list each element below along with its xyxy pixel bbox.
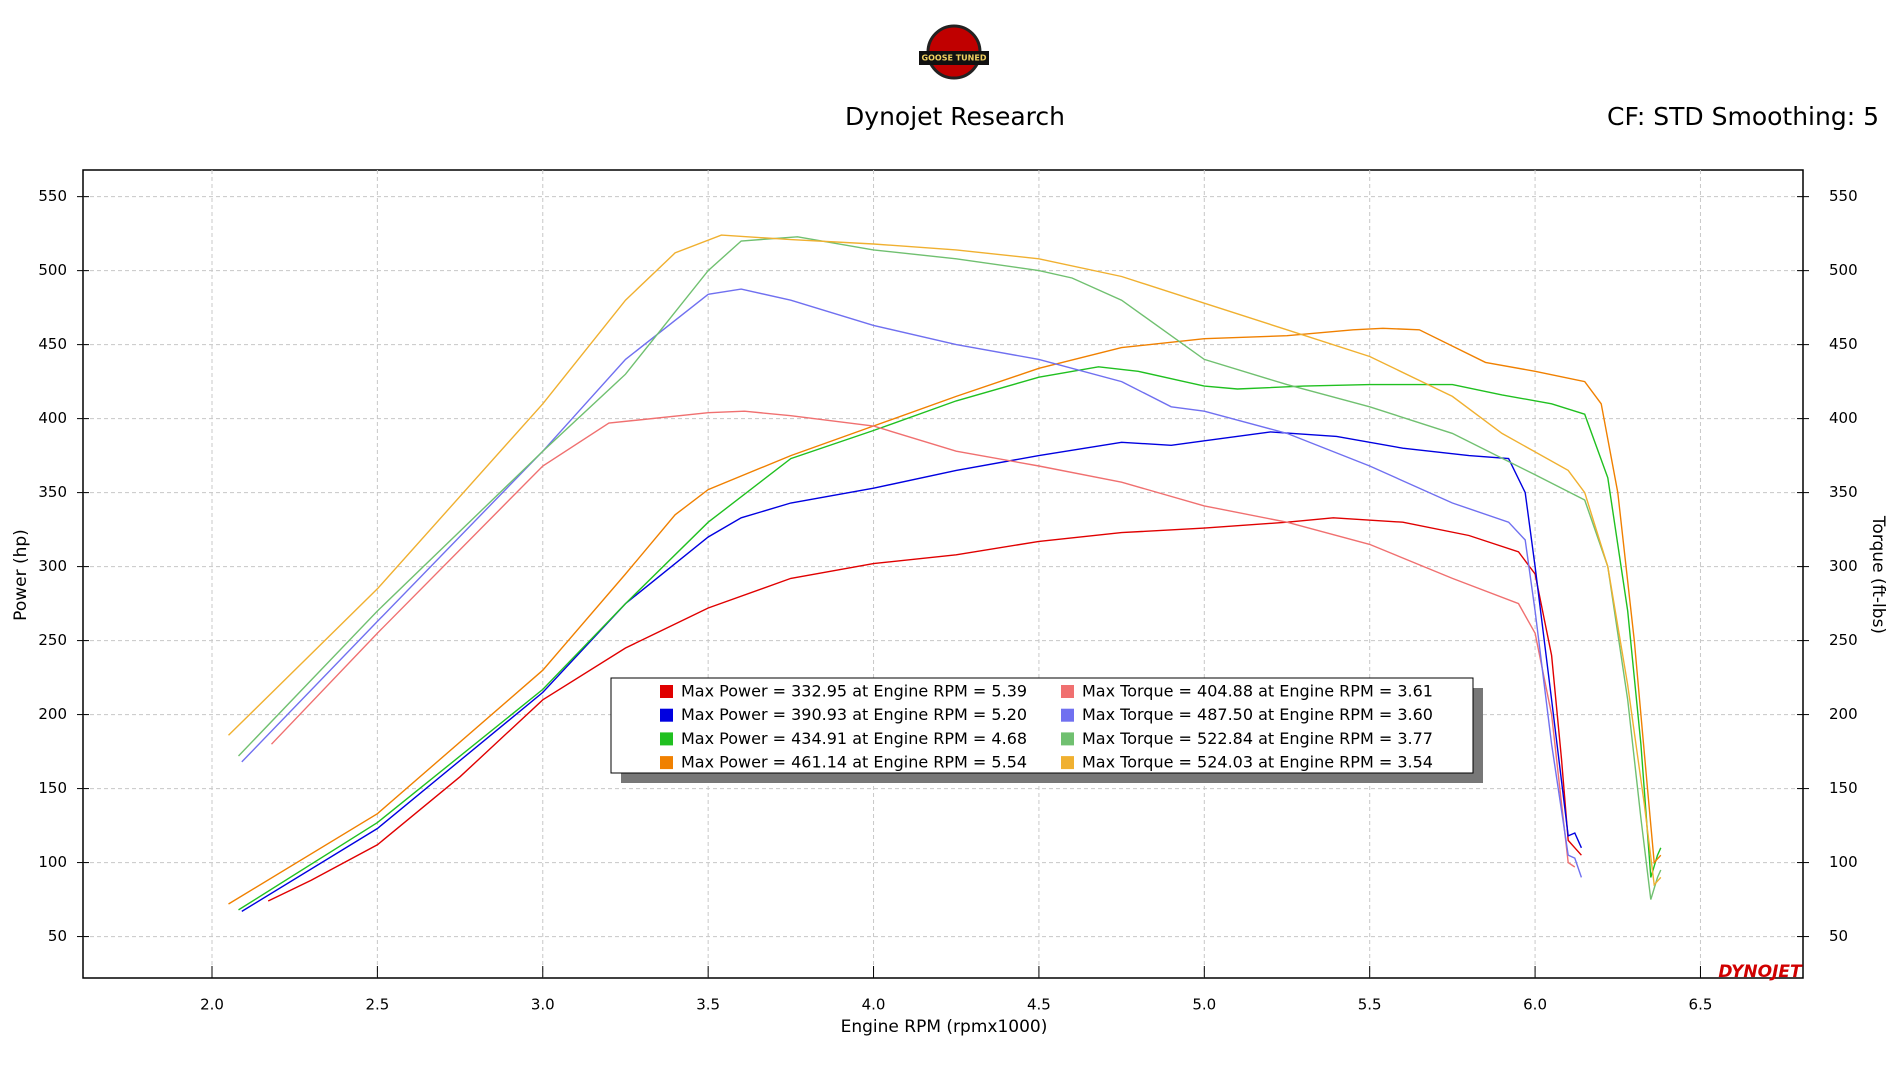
series-line <box>228 234 1662 887</box>
chart-title: Dynojet Research <box>845 102 1065 131</box>
y2-axis-label: Torque (ft-lbs) <box>1868 515 1888 634</box>
legend-label: Max Torque = 524.03 at Engine RPM = 3.54 <box>1082 753 1433 772</box>
legend-label: Max Power = 434.91 at Engine RPM = 4.68 <box>681 729 1027 748</box>
legend-label: Max Power = 461.14 at Engine RPM = 5.54 <box>681 753 1027 772</box>
legend-label: Max Power = 390.93 at Engine RPM = 5.20 <box>681 705 1027 724</box>
y2-tick-label: 400 <box>1829 409 1858 427</box>
y-tick-label: 450 <box>38 335 67 353</box>
y-tick-label: 550 <box>38 187 67 205</box>
y2-tick-label: 300 <box>1829 557 1858 575</box>
legend-swatch <box>660 756 673 770</box>
x-tick-label: 3.0 <box>531 996 555 1014</box>
legend-swatch <box>660 708 673 722</box>
y2-tick-label: 100 <box>1829 853 1858 871</box>
x-tick-label: 3.5 <box>696 996 720 1014</box>
y2-tick-label: 550 <box>1829 187 1858 205</box>
y2-tick-label: 250 <box>1829 631 1858 649</box>
legend-swatch <box>660 732 673 746</box>
lines <box>228 234 1662 912</box>
series-line <box>270 410 1576 868</box>
series-line <box>238 366 1662 911</box>
x-tick-label: 2.0 <box>200 996 224 1014</box>
grid: 2.0 2.5 3.0 3.5 4.0 4.5 5.0 5.5 6.0 6.5 50 100 150 20… <box>38 170 1858 1014</box>
legend-swatch <box>660 685 673 698</box>
chart-subtitle: CF: STD Smoothing: 5 <box>1607 102 1879 131</box>
legend <box>610 677 1474 774</box>
legend-entries: Max Power = 332.95 at Engine RPM = 5.39 M… <box>660 682 1433 772</box>
brand: DYNOJET <box>1718 962 1803 982</box>
legend-swatch <box>1061 732 1074 746</box>
legend-swatch <box>1061 685 1074 698</box>
y2-tick-label: 450 <box>1829 335 1858 353</box>
x-tick-label: 4.5 <box>1027 996 1051 1014</box>
y-axis-label: Power (hp) <box>11 529 31 621</box>
y-tick-label: 300 <box>38 557 67 575</box>
series-line <box>241 288 1583 878</box>
logo-band <box>919 51 989 65</box>
y2-tick-label: 350 <box>1829 483 1858 501</box>
series-line <box>267 517 1582 902</box>
series-line <box>237 236 1662 900</box>
y-tick-label: 400 <box>38 409 67 427</box>
logo-text: GOOSE TUNED <box>922 54 987 63</box>
y2-tick-label: 500 <box>1829 261 1858 279</box>
y-tick-label: 150 <box>38 779 67 797</box>
plot-area <box>82 169 1804 979</box>
x-tick-label: 6.5 <box>1689 996 1713 1014</box>
legend-swatch <box>1061 708 1074 722</box>
legend-label: Max Torque = 404.88 at Engine RPM = 3.61 <box>1082 682 1433 701</box>
y2-tick-label: 50 <box>1829 927 1848 945</box>
legend-label: Max Power = 332.95 at Engine RPM = 5.39 <box>681 682 1027 701</box>
series-line <box>228 327 1662 905</box>
x-tick-label: 5.5 <box>1358 996 1382 1014</box>
y-tick-label: 250 <box>38 631 67 649</box>
y-tick-label: 200 <box>38 705 67 723</box>
legend-label: Max Torque = 522.84 at Engine RPM = 3.77 <box>1082 729 1433 748</box>
x-axis-label: Engine RPM (rpmx1000) <box>841 1017 1048 1037</box>
y2-tick-label: 150 <box>1829 779 1858 797</box>
legend-label: Max Torque = 487.50 at Engine RPM = 3.60 <box>1082 705 1433 724</box>
y2-tick-label: 200 <box>1829 705 1858 723</box>
y-tick-label: 500 <box>38 261 67 279</box>
logo: GOOSE TUNED <box>919 24 989 80</box>
y-tick-label: 100 <box>38 853 67 871</box>
y-tick-label: 350 <box>38 483 67 501</box>
y-tick-label: 50 <box>48 927 67 945</box>
x-tick-label: 2.5 <box>365 996 389 1014</box>
series-line <box>241 431 1583 912</box>
x-tick-label: 4.0 <box>862 996 886 1014</box>
x-tick-label: 6.0 <box>1523 996 1547 1014</box>
x-tick-label: 5.0 <box>1192 996 1216 1014</box>
legend-swatch <box>1061 756 1074 770</box>
